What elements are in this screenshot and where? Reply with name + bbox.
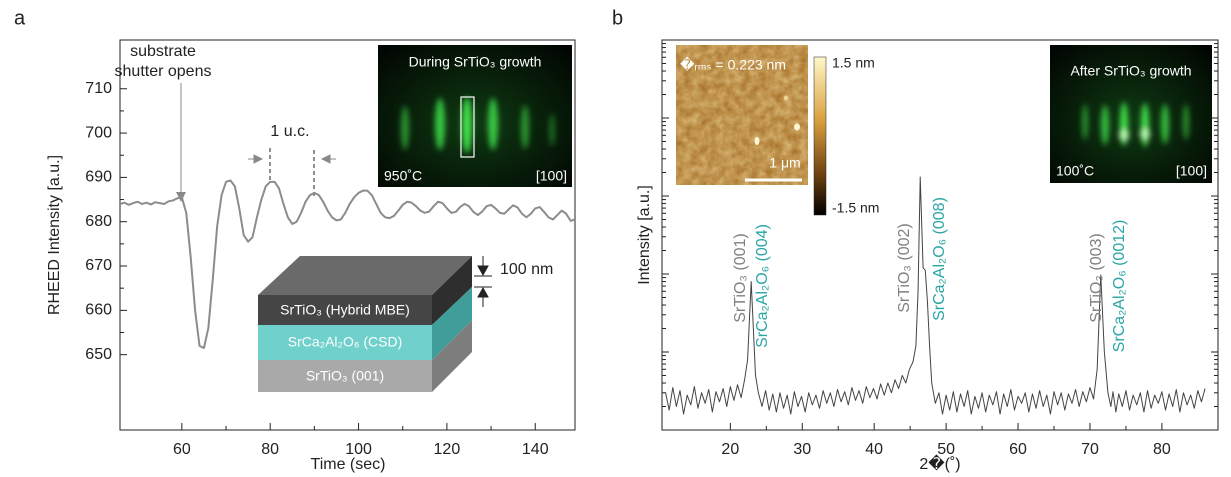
peak-label: SrTiO₃ (002): [896, 223, 913, 313]
x-tick-label: 60: [173, 441, 191, 458]
inset-label: 100˚C: [1056, 163, 1094, 179]
panel-label: b: [612, 7, 623, 29]
x-tick-label: 140: [522, 441, 549, 458]
x-axis-label: Time (sec): [311, 456, 386, 473]
peak-label: SrCa₂Al₂O₆ (0012): [1111, 220, 1128, 353]
inset-label: [100]: [536, 168, 567, 184]
y-tick-label: 660: [85, 302, 112, 319]
x-tick-label: 50: [937, 441, 955, 458]
data-line: [665, 176, 1206, 415]
x-tick-label: 100: [345, 441, 372, 458]
x-tick-label: 70: [1081, 441, 1099, 458]
afm-inset: [676, 45, 827, 216]
x-tick-label: 80: [261, 441, 279, 458]
annotation: 1 u.c.: [270, 123, 309, 140]
layer-stack: [258, 256, 492, 392]
inset-label: 950˚C: [384, 168, 422, 184]
y-tick-label: 710: [85, 80, 112, 97]
annotation: 100 nm: [500, 261, 553, 278]
colorbar-label: -1.5 nm: [832, 200, 879, 216]
layer-label: SrCa₂Al₂O₆ (CSD): [288, 334, 403, 350]
y-tick-label: 690: [85, 169, 112, 186]
rheed-inset: [1050, 45, 1212, 183]
y-tick-label: 670: [85, 257, 112, 274]
peak-label: SrTiO₃ (001): [732, 233, 749, 323]
inset-label: [100]: [1176, 163, 1207, 179]
arrow: [320, 154, 336, 164]
x-tick-label: 20: [721, 441, 739, 458]
arrow: [248, 154, 264, 164]
peak-label: SrCa₂Al₂O₆ (008): [931, 197, 948, 321]
inset-title: After SrTiO₃ growth: [1070, 63, 1191, 79]
layer-label: SrTiO₃ (001): [306, 368, 384, 384]
panel-label: a: [14, 7, 26, 29]
y-tick-label: 700: [85, 124, 112, 141]
annotation: substrate: [130, 43, 196, 60]
y-tick-label: 650: [85, 346, 112, 363]
x-tick-label: 80: [1153, 441, 1171, 458]
x-tick-label: 60: [1009, 441, 1027, 458]
layer-label: SrTiO₃ (Hybrid MBE): [280, 302, 410, 318]
y-tick-label: 680: [85, 213, 112, 230]
x-tick-label: 120: [434, 441, 461, 458]
inset-title: During SrTiO₃ growth: [409, 54, 542, 70]
colorbar-label: 1.5 nm: [832, 55, 875, 71]
x-axis-label: 2�(˚): [919, 454, 960, 473]
x-tick-label: 40: [865, 441, 883, 458]
data-line: [119, 179, 576, 350]
peak-label: SrCa₂Al₂O₆ (004): [754, 224, 771, 348]
rheed-inset: [378, 45, 572, 187]
plot-frame: [661, 39, 1219, 431]
scale-bar-label: 1 μm: [769, 155, 800, 171]
peak-label: SrTiO₃ (003): [1088, 233, 1105, 323]
afm-label: �ᵣₘₛ = 0.223 nm: [680, 57, 786, 73]
y-axis-label: Intensity [a.u.]: [636, 185, 653, 285]
x-tick-label: 30: [793, 441, 811, 458]
y-axis-label: RHEED Intensity [a.u.]: [46, 155, 63, 315]
plot-frame: [119, 39, 576, 431]
annotation: shutter opens: [115, 63, 212, 80]
